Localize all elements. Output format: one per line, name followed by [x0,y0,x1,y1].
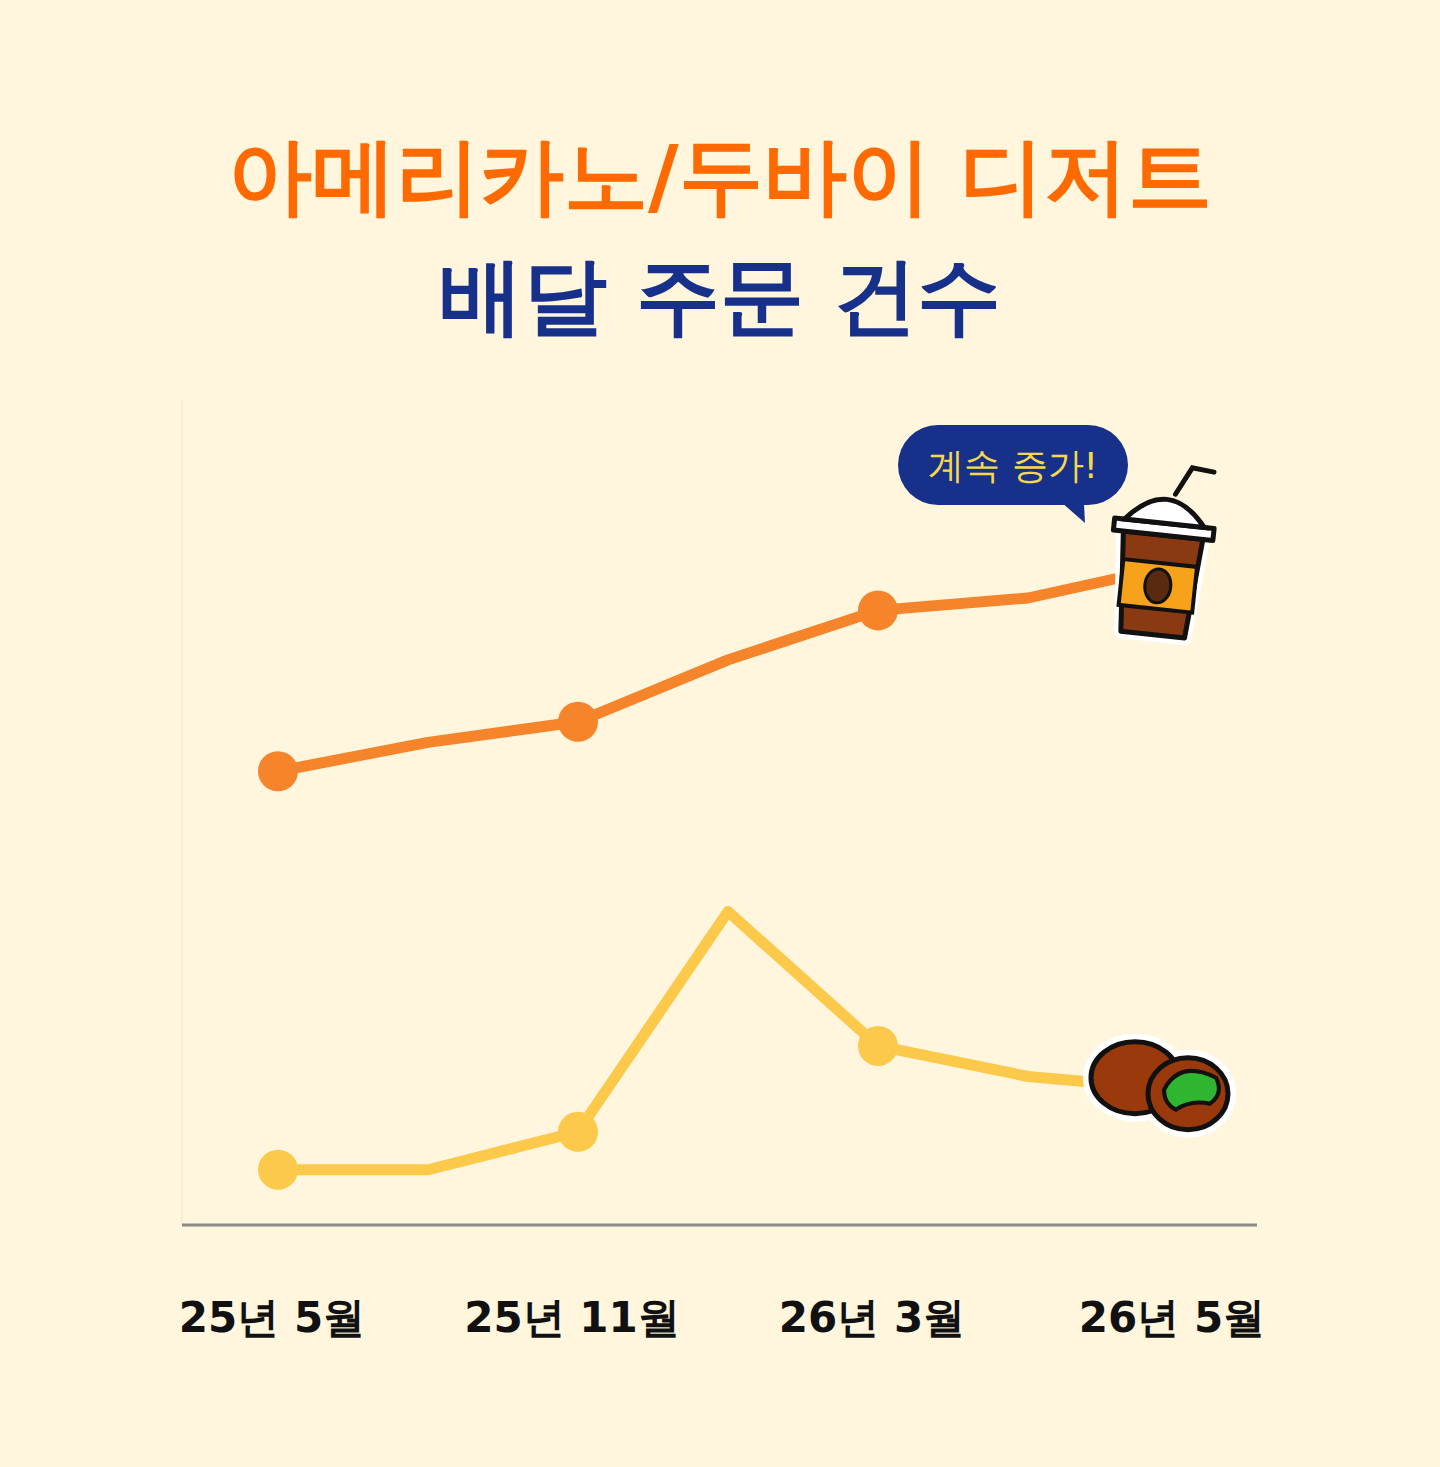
point-marker [858,1026,898,1066]
x-tick-label: 25년 5월 [179,1293,365,1342]
chart: 아메리카노/두바이 디저트배달 주문 건수 25년 5월 25년 11월 26년 3월… [0,0,1440,1467]
dessert-icon [1091,1042,1228,1130]
x-tick-label: 25년 11월 [464,1293,680,1342]
point-marker [858,590,898,630]
point-marker [727,659,728,660]
point-marker [558,1112,598,1152]
point-marker [558,702,598,742]
point-marker [1027,597,1028,598]
point-marker [258,1150,298,1190]
x-axis-line [182,1224,1257,1227]
point-marker [727,911,728,912]
series-line [278,565,1178,771]
plot-area [258,565,1178,1190]
chart-root: 아메리카노/두바이 디저트배달 주문 건수 25년 5월 25년 11월 26년 3월… [0,0,1440,1467]
x-tick-label: 26년 3월 [779,1293,965,1342]
title: 아메리카노/두바이 디저트 [228,127,1212,225]
y-axis-line [182,400,183,1225]
x-tick-label: 26년 5월 [1079,1293,1265,1342]
point-marker [427,1169,428,1170]
subtitle: 배달 주문 건수 [439,247,1002,345]
annotation: 계속 증가! [928,445,1098,486]
point-marker [427,742,428,743]
point-marker [258,751,298,791]
series-line [278,912,1178,1170]
speech-bubble [898,425,1128,523]
point-marker [1027,1076,1028,1077]
background [0,0,1440,1467]
